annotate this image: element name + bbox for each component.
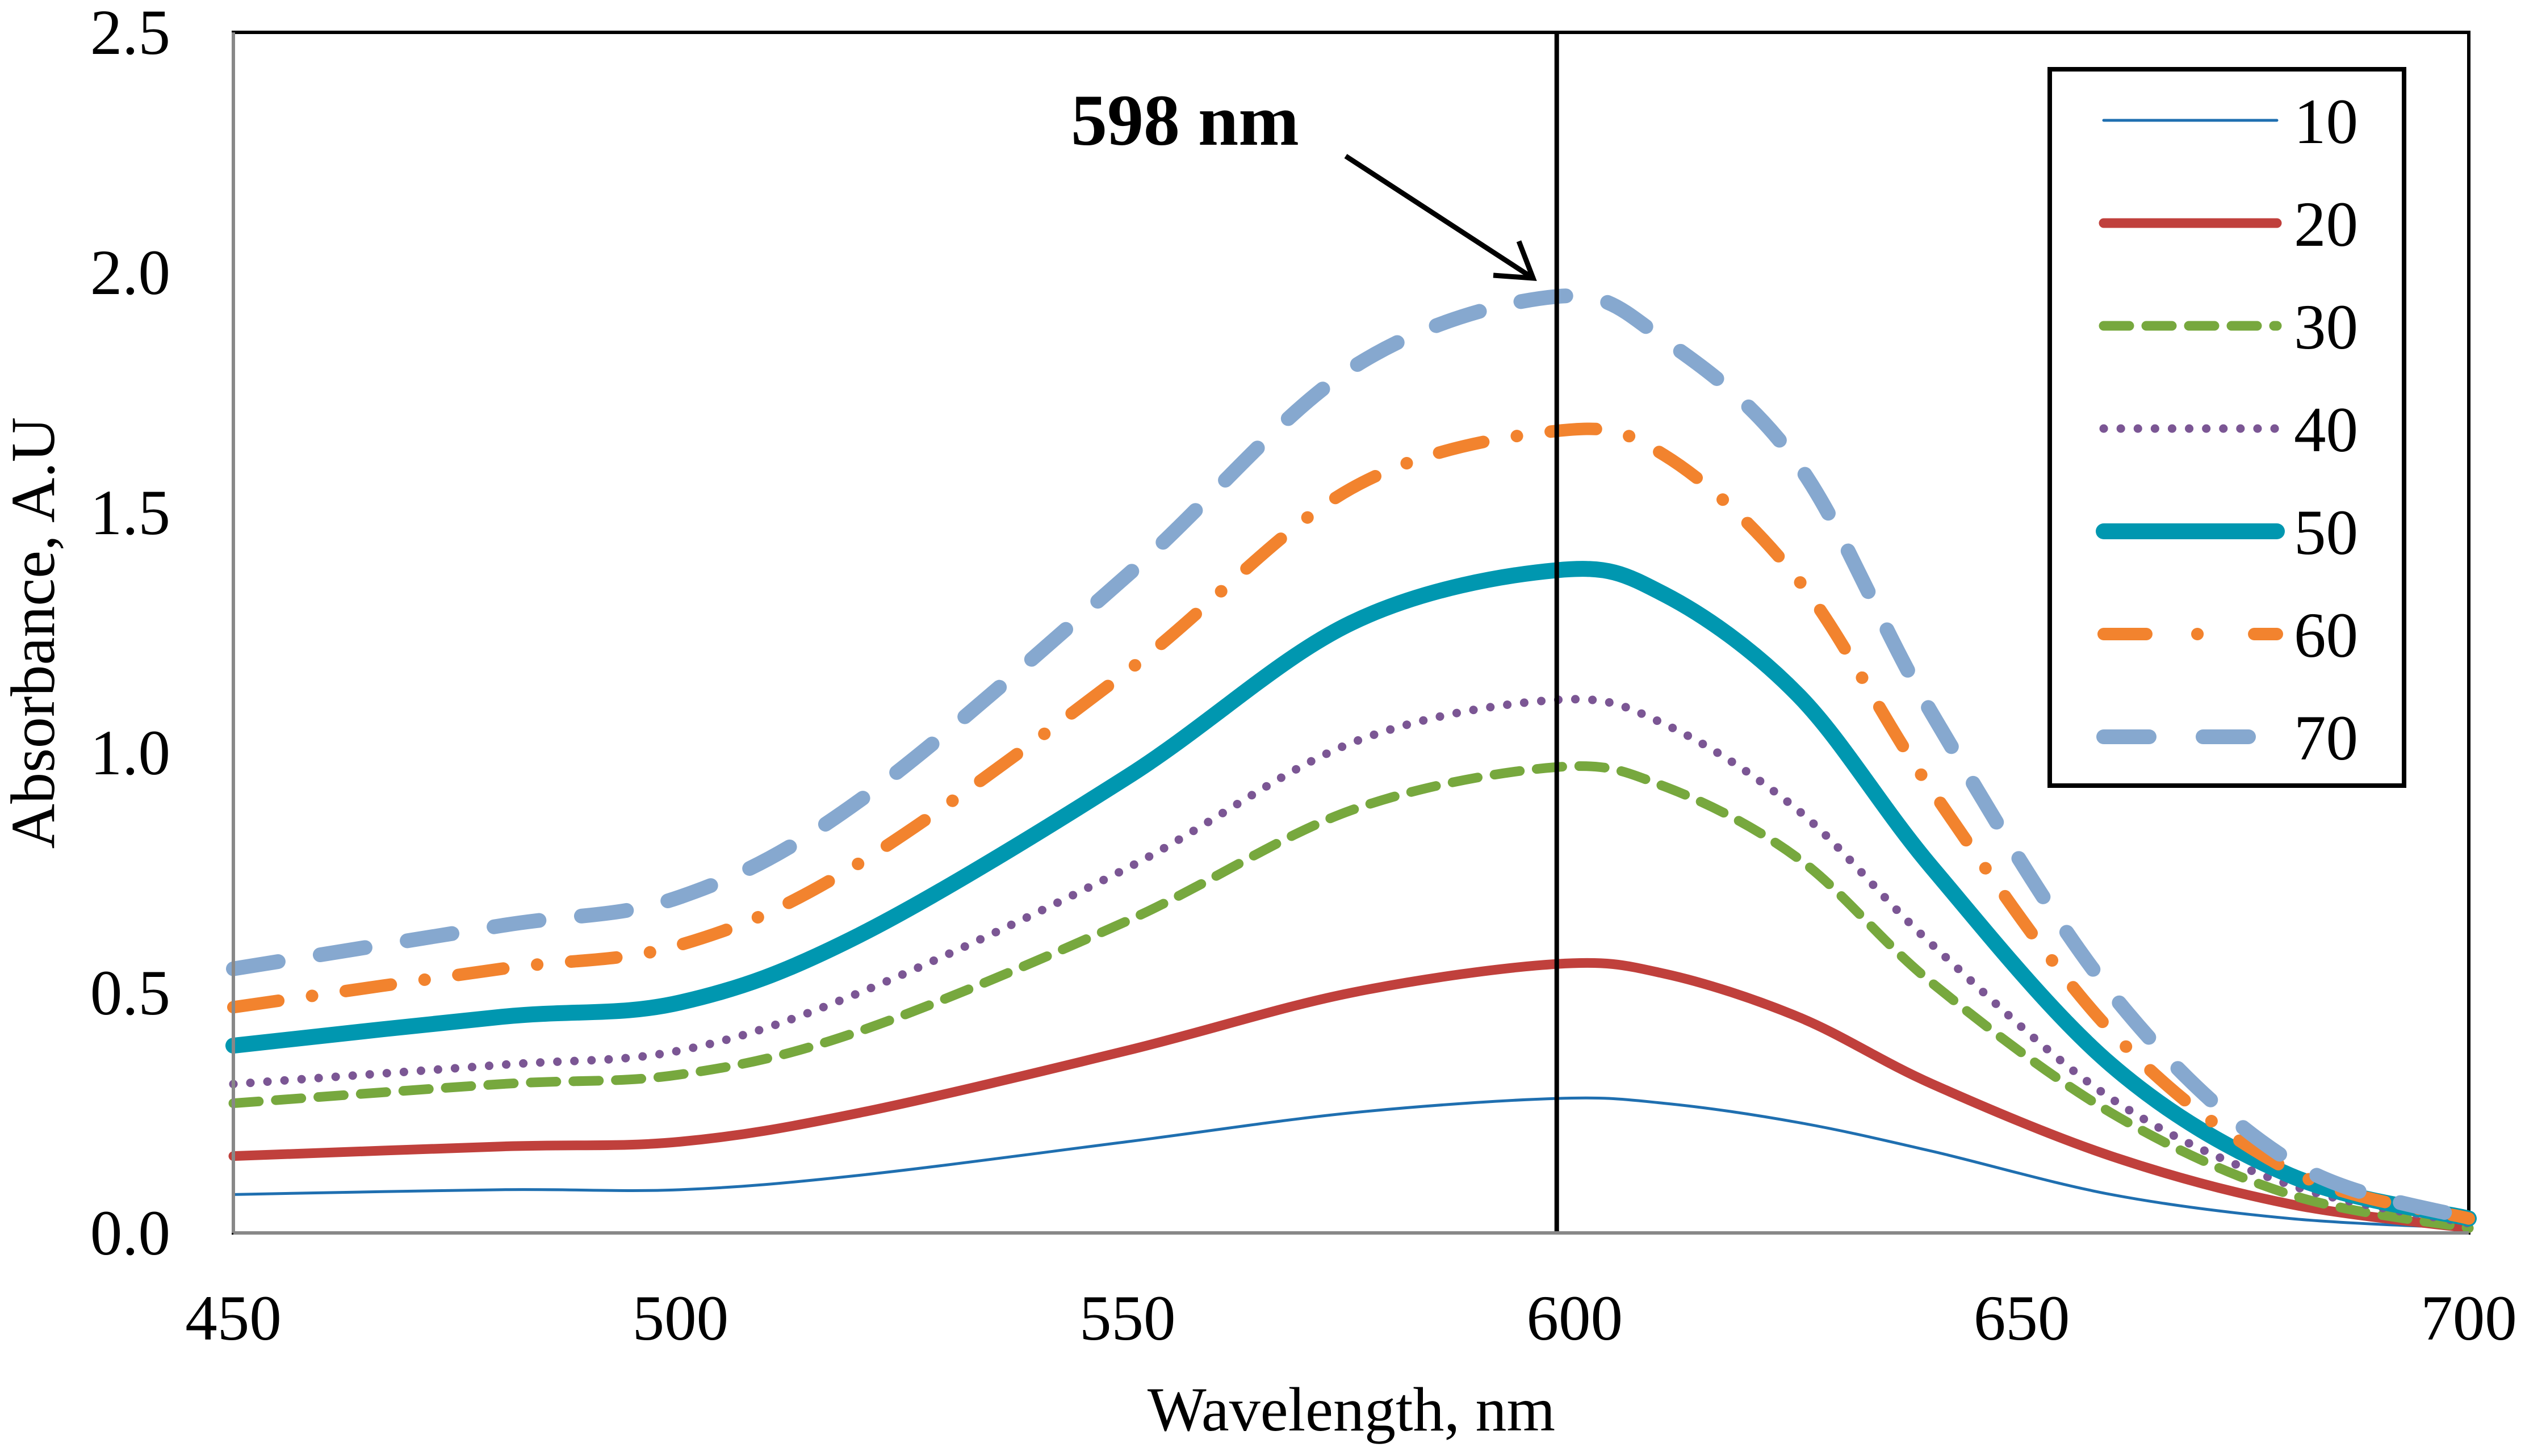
x-tick-label: 450	[185, 1283, 282, 1354]
series-line-40	[229, 695, 2473, 1228]
legend-item-50: 50	[2096, 497, 2358, 568]
x-tick-label: 500	[633, 1283, 729, 1354]
y-axis-label: Absorbance, A.U	[0, 417, 68, 849]
peak-annotation-label: 598 nm	[1071, 80, 1299, 161]
annotation-arrow	[1344, 154, 1537, 281]
legend-item-20: 20	[2099, 189, 2358, 260]
y-tick-label: 1.5	[90, 477, 170, 548]
legend-label: 30	[2294, 292, 2358, 363]
legend: 10 20 30 40 50 60 70	[2047, 67, 2406, 788]
series-line-30	[228, 761, 2474, 1233]
y-tick-labels: 0.0 0.5 1.0 1.5 2.0 2.5	[90, 0, 170, 1269]
series-line-70	[226, 288, 2476, 1226]
y-tick-label: 0.5	[90, 958, 170, 1029]
legend-item-10: 10	[2102, 86, 2358, 157]
x-tick-label: 550	[1079, 1283, 1176, 1354]
y-tick-label: 0.0	[90, 1198, 170, 1269]
legend-label: 40	[2294, 395, 2358, 465]
series-line-60	[227, 422, 2475, 1225]
series-layer	[225, 288, 2477, 1233]
legend-item-70: 70	[2096, 703, 2358, 774]
y-tick-label: 1.0	[90, 717, 170, 788]
legend-item-40: 40	[2099, 395, 2358, 465]
x-axis-label: Wavelength, nm	[1148, 1375, 1555, 1444]
series-line-50	[225, 561, 2477, 1227]
legend-label: 70	[2294, 703, 2358, 774]
x-tick-label: 650	[1974, 1283, 2070, 1354]
legend-item-60: 60	[2097, 600, 2358, 671]
legend-label: 50	[2294, 497, 2358, 568]
legend-label: 10	[2294, 86, 2358, 157]
y-tick-label: 2.0	[90, 237, 170, 308]
legend-label: 60	[2294, 600, 2358, 671]
y-tick-label: 2.5	[90, 0, 170, 68]
legend-item-30: 30	[2099, 292, 2358, 363]
x-tick-labels: 450 500 550 600 650 700	[185, 1283, 2517, 1354]
x-tick-label: 700	[2421, 1283, 2517, 1354]
x-tick-label: 600	[1526, 1283, 1623, 1354]
series-line-20	[228, 958, 2474, 1233]
series-line-10	[232, 1096, 2470, 1230]
legend-label: 20	[2294, 189, 2358, 260]
